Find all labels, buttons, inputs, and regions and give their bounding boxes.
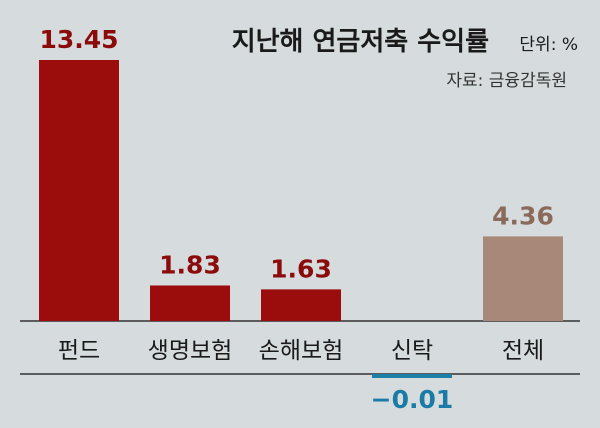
value-label-2: 1.83 — [159, 250, 221, 279]
category-label-4: 신탁 — [391, 338, 433, 364]
chart-title: 지난해 연금저축 수익률 — [232, 27, 489, 57]
value-label-3: 1.63 — [270, 254, 332, 283]
category-label-3: 손해보험 — [259, 338, 344, 364]
bar-4 — [372, 374, 452, 378]
value-label-1: 13.45 — [39, 25, 118, 54]
value-labels-group: 13.45 1.83 1.63 −0.01 4.36 — [39, 25, 553, 414]
bars-group — [20, 60, 580, 378]
category-label-5: 전체 — [502, 338, 544, 364]
category-label-2: 생명보험 — [148, 338, 233, 364]
value-label-4: −0.01 — [371, 385, 454, 414]
category-label-1: 펀드 — [58, 338, 100, 364]
bar-2 — [150, 285, 230, 321]
bar-1 — [39, 60, 119, 321]
bar-3 — [261, 289, 341, 321]
bar-5 — [483, 236, 563, 321]
category-labels-group: 펀드 생명보험 손해보험 신탁 전체 — [58, 338, 544, 364]
unit-label: 단위: % — [519, 35, 578, 55]
source-label: 자료: 금융감독원 — [446, 71, 567, 91]
value-label-5: 4.36 — [492, 201, 554, 230]
